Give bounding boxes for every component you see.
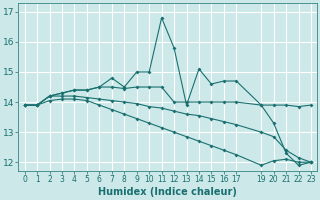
X-axis label: Humidex (Indice chaleur): Humidex (Indice chaleur)	[98, 187, 237, 197]
